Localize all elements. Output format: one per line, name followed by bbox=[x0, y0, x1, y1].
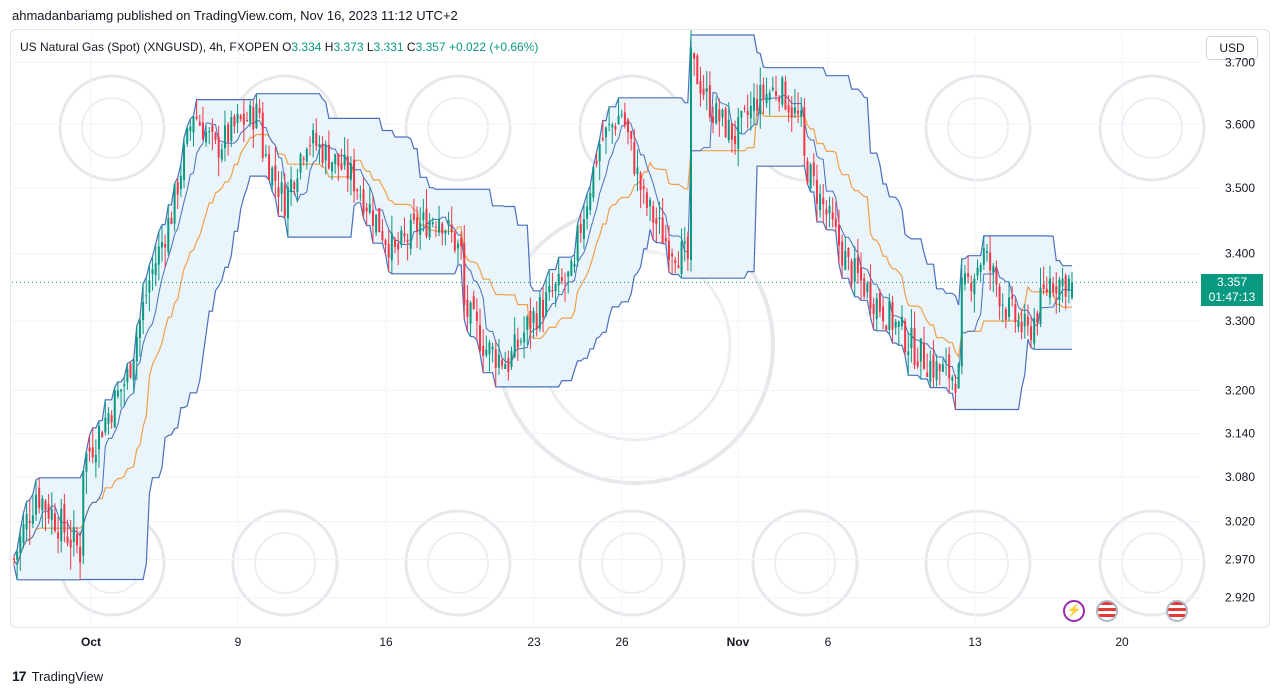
time-tick-label: 16 bbox=[379, 635, 393, 649]
lightning-icon[interactable]: ⚡ bbox=[1063, 600, 1085, 622]
countdown: 01:47:13 bbox=[1208, 290, 1256, 305]
last-price-value: 3.357 bbox=[1216, 275, 1248, 290]
tradingview-logo-icon[interactable]: 17 bbox=[12, 668, 27, 684]
footer-brand[interactable]: TradingView bbox=[31, 668, 104, 684]
close-label: C bbox=[406, 40, 416, 54]
last-price-tag: 3.357 01:47:13 bbox=[1201, 274, 1263, 307]
symbol-legend: US Natural Gas (Spot) (XNGUSD), 4h, FXOP… bbox=[20, 40, 538, 54]
time-tick-label: 6 bbox=[825, 635, 832, 649]
publisher-line: ahmadanbariamg published on TradingView.… bbox=[12, 8, 458, 23]
chart-frame[interactable] bbox=[10, 29, 1270, 628]
low-value: 3.331 bbox=[373, 40, 404, 54]
time-tick-label: 26 bbox=[615, 635, 629, 649]
open-value: 3.334 bbox=[291, 40, 322, 54]
time-tick-label: 23 bbox=[527, 635, 541, 649]
time-tick-label: Oct bbox=[81, 635, 101, 649]
currency-button[interactable]: USD bbox=[1206, 36, 1258, 60]
time-tick-label: 13 bbox=[968, 635, 982, 649]
symbol-name[interactable]: US Natural Gas (Spot) (XNGUSD), 4h, FXOP… bbox=[20, 40, 279, 54]
time-axis[interactable]: Oct 9 16 23 26 Nov 6 13 20 bbox=[81, 635, 1129, 649]
time-tick-label: Nov bbox=[727, 635, 750, 649]
footer: 17 TradingView bbox=[12, 668, 103, 684]
time-tick-label: 20 bbox=[1115, 635, 1129, 649]
us-flag-icon[interactable] bbox=[1096, 600, 1118, 622]
change-value: +0.022 bbox=[448, 40, 486, 54]
change-percent: (+0.66%) bbox=[489, 40, 539, 54]
high-value: 3.373 bbox=[333, 40, 364, 54]
close-value: 3.357 bbox=[415, 40, 446, 54]
low-label: L bbox=[366, 40, 374, 54]
time-tick-label: 9 bbox=[235, 635, 242, 649]
us-flag-icon[interactable] bbox=[1166, 600, 1188, 622]
